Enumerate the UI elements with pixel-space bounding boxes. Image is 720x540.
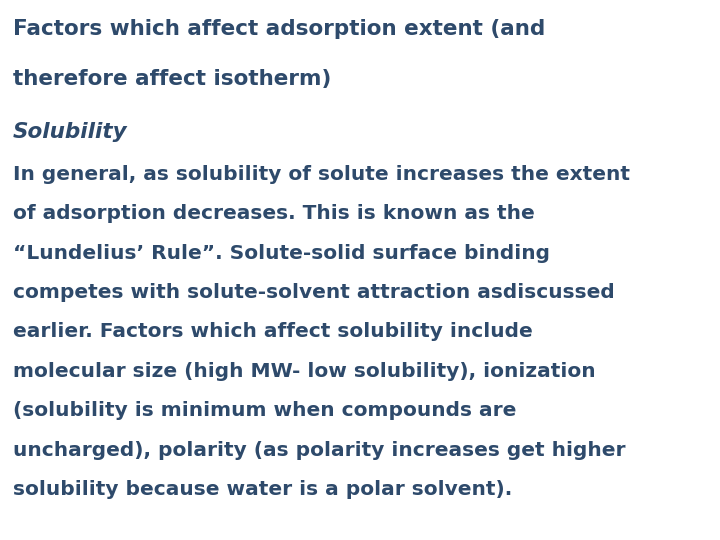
Text: (solubility is minimum when compounds are: (solubility is minimum when compounds ar… [13, 401, 516, 420]
Text: earlier. Factors which affect solubility include: earlier. Factors which affect solubility… [13, 322, 533, 341]
Text: Solubility: Solubility [13, 122, 127, 141]
Text: molecular size (high MW- low solubility), ionization: molecular size (high MW- low solubility)… [13, 362, 595, 381]
Text: uncharged), polarity (as polarity increases get higher: uncharged), polarity (as polarity increa… [13, 441, 626, 460]
Text: competes with solute-solvent attraction asdiscussed: competes with solute-solvent attraction … [13, 283, 615, 302]
Text: In general, as solubility of solute increases the extent: In general, as solubility of solute incr… [13, 165, 630, 184]
Text: “Lundelius’ Rule”. Solute-solid surface binding: “Lundelius’ Rule”. Solute-solid surface … [13, 244, 550, 262]
Text: of adsorption decreases. This is known as the: of adsorption decreases. This is known a… [13, 204, 535, 223]
Text: solubility because water is a polar solvent).: solubility because water is a polar solv… [13, 480, 512, 499]
Text: Factors which affect adsorption extent (and: Factors which affect adsorption extent (… [13, 19, 545, 39]
Text: therefore affect isotherm): therefore affect isotherm) [13, 69, 331, 89]
